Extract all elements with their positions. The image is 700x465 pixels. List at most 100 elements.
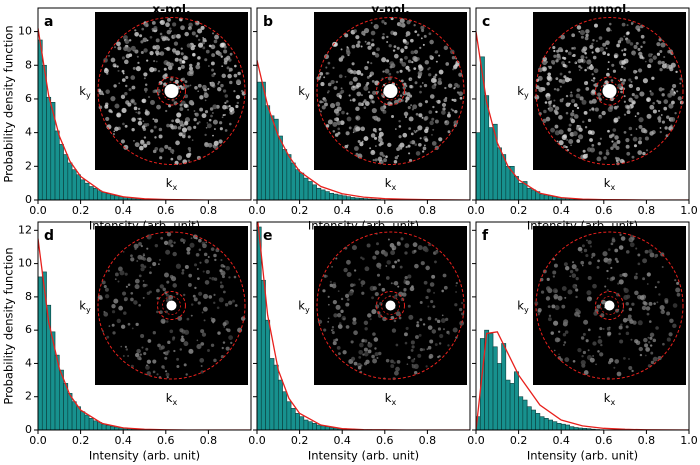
speckle: [621, 22, 626, 27]
speckle: [364, 327, 368, 331]
speckle: [240, 316, 246, 321]
speckle: [649, 131, 654, 136]
speckle: [583, 370, 589, 375]
y-tick-label: 12: [18, 223, 32, 236]
speckle: [565, 49, 568, 53]
speckle: [153, 60, 156, 63]
speckle: [327, 82, 332, 87]
speckle: [610, 29, 612, 32]
speckle: [606, 277, 609, 280]
speckle: [339, 91, 343, 95]
speckle: [208, 65, 210, 67]
speckle: [626, 31, 630, 35]
speckle: [363, 106, 367, 109]
speckle: [197, 277, 200, 280]
speckle: [645, 347, 650, 352]
speckle: [637, 68, 643, 73]
speckle: [114, 272, 119, 277]
speckle: [221, 73, 226, 79]
speckle: [444, 86, 447, 90]
bar: [509, 383, 515, 430]
speckle: [668, 126, 673, 131]
speckle: [219, 281, 223, 284]
speckle: [393, 280, 399, 286]
speckle: [366, 243, 371, 248]
plot-frame: [256, 7, 471, 201]
ring: [97, 231, 246, 380]
speckle: [371, 296, 374, 300]
x-axis-label: Intensity (arb. unit): [308, 449, 419, 463]
inset-y-label-main: k: [79, 84, 86, 98]
speckle: [567, 51, 572, 56]
speckle: [571, 261, 575, 264]
speckle: [575, 276, 579, 281]
speckle: [363, 99, 367, 103]
speckle: [198, 238, 202, 243]
bar: [488, 127, 494, 200]
speckle: [178, 120, 184, 126]
y-tick-label: 4: [25, 126, 32, 139]
speckle: [628, 357, 630, 360]
speckle: [619, 233, 622, 237]
speckle: [221, 116, 224, 118]
speckle: [587, 276, 592, 280]
speckle: [411, 345, 415, 349]
speckle: [587, 349, 590, 352]
bars: [257, 226, 386, 430]
speckle: [361, 284, 364, 287]
speckle: [437, 327, 442, 331]
speckle: [369, 147, 372, 150]
bar: [67, 162, 73, 200]
inset-y-label: ky: [79, 298, 91, 314]
speckle: [410, 50, 415, 55]
speckle: [396, 70, 399, 74]
speckle: [178, 58, 182, 62]
speckle: [114, 65, 117, 68]
speckle: [113, 130, 116, 133]
speckle: [385, 155, 388, 159]
speckle: [167, 146, 172, 151]
speckle: [170, 244, 174, 248]
speckle: [335, 304, 341, 310]
ring: [376, 76, 405, 106]
speckle: [228, 300, 233, 305]
speckle: [140, 40, 144, 44]
speckle: [629, 319, 634, 324]
speckle: [586, 290, 592, 296]
speckle: [211, 68, 215, 72]
speckle: [431, 141, 437, 146]
speckle: [101, 280, 106, 285]
speckle: [591, 42, 594, 46]
speckle: [173, 125, 178, 130]
speckle: [580, 336, 585, 340]
speckle: [376, 117, 381, 122]
speckle: [146, 247, 149, 250]
speckle: [595, 363, 597, 366]
speckle: [356, 70, 362, 75]
speckle: [332, 121, 338, 127]
speckle: [620, 65, 624, 69]
speckle: [204, 110, 209, 114]
x-tick-label: 0.4: [114, 434, 132, 447]
speckle: [332, 130, 336, 133]
speckle: [205, 241, 208, 244]
speckle: [389, 65, 393, 69]
speckle: [154, 136, 157, 139]
speckle: [629, 242, 635, 248]
speckle: [193, 110, 196, 112]
bar: [290, 162, 296, 200]
speckle: [460, 301, 464, 305]
speckle: [670, 116, 676, 122]
speckle: [344, 144, 349, 149]
speckle: [346, 112, 349, 115]
speckle: [608, 22, 612, 26]
bar: [273, 364, 279, 430]
speckle: [667, 50, 671, 54]
speckle: [217, 82, 220, 85]
speckle: [578, 30, 581, 33]
inset-image: [95, 12, 248, 170]
speckle: [649, 252, 655, 258]
speckle: [649, 332, 655, 338]
speckle: [571, 264, 577, 270]
